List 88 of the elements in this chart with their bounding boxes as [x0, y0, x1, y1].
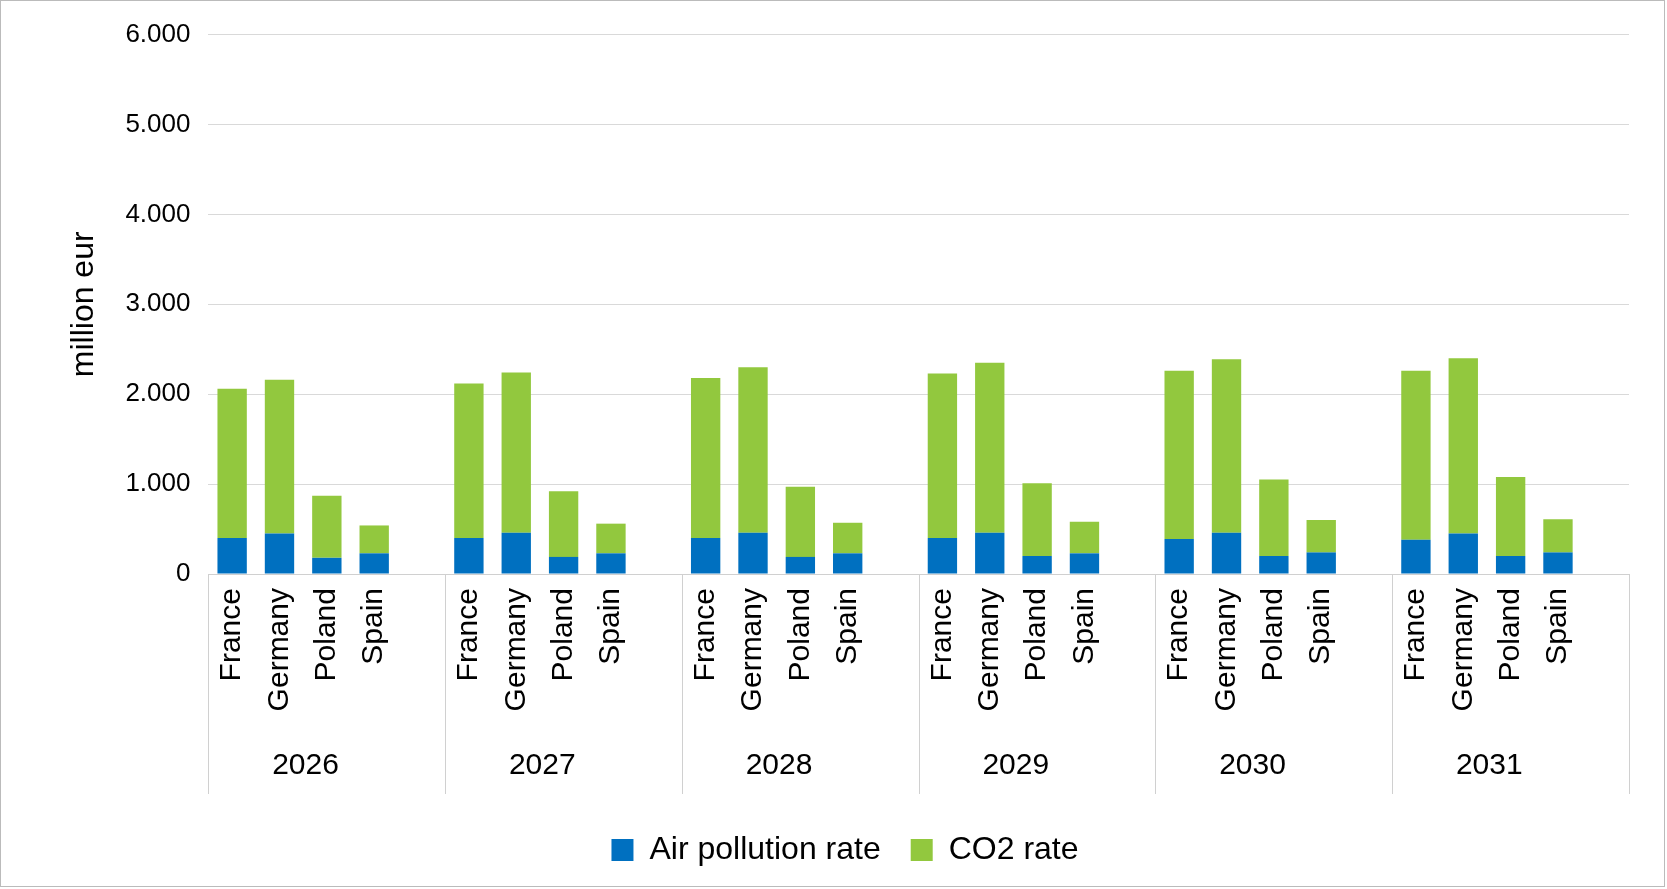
x-tick-label: Spain: [1539, 588, 1573, 665]
bar: [1495, 476, 1526, 557]
bar: [1164, 370, 1194, 539]
bar: [501, 532, 531, 574]
y-axis-title: million eur: [64, 231, 101, 378]
x-tick-label: Poland: [781, 588, 815, 682]
x-tick-label: Germany: [497, 588, 531, 712]
x-tick-label: Poland: [544, 588, 578, 682]
bar: [264, 379, 295, 534]
bar: [1448, 533, 1478, 574]
x-tick-label: France: [923, 588, 957, 682]
bar: [1211, 532, 1242, 574]
x-tick-label: Spain: [828, 588, 862, 665]
bar: [596, 523, 626, 554]
x-tick-label: France: [213, 588, 247, 682]
bar: [833, 522, 863, 554]
bar: [975, 532, 1005, 574]
x-tick-label: Poland: [308, 588, 342, 682]
bar: [548, 556, 579, 574]
x-tick-label: Germany: [1444, 588, 1478, 712]
bar: [1211, 359, 1242, 533]
x-tick-label: Germany: [260, 588, 294, 712]
y-tick-label: 1.000: [125, 467, 191, 498]
y-tick-label: 0: [175, 557, 191, 588]
bar: [312, 557, 342, 574]
text: 2028: [745, 747, 813, 781]
bar: [217, 538, 247, 574]
bar: [312, 495, 342, 558]
bar: [975, 362, 1005, 533]
legend-label: Air pollution rate: [649, 829, 881, 866]
bar: [1069, 553, 1100, 574]
bar: [1448, 358, 1478, 534]
x-tick-label: Poland: [1491, 588, 1525, 682]
x-tick-label: France: [1397, 588, 1431, 682]
x-tick-label: Spain: [355, 588, 389, 665]
bar: [1401, 370, 1431, 540]
y-tick-label: 6.000: [125, 17, 191, 48]
bar: [1495, 556, 1526, 574]
x-tick-label: France: [686, 588, 720, 682]
x-tick-label: Spain: [1065, 588, 1099, 665]
bar: [1543, 519, 1573, 553]
y-tick-label: 2.000: [125, 377, 191, 408]
x-tick-label: Spain: [592, 588, 626, 665]
text: 2031: [1455, 747, 1523, 781]
x-tick-label: Poland: [1018, 588, 1052, 682]
x-tick-label: Germany: [971, 588, 1005, 712]
y-tick-label: 4.000: [125, 197, 191, 228]
bar: [548, 491, 579, 557]
bar: [1022, 556, 1052, 574]
bar: [1259, 479, 1289, 557]
bar: [738, 532, 768, 574]
bar: [1306, 552, 1336, 574]
bar: [690, 538, 721, 574]
y-tick-label: 3.000: [125, 287, 191, 318]
bar: [690, 378, 721, 539]
bar: [927, 538, 958, 574]
bar: [927, 373, 958, 539]
x-tick-label: Spain: [1302, 588, 1336, 665]
bar: [1164, 538, 1194, 574]
x-tick-label: France: [450, 588, 484, 682]
bar: [454, 383, 484, 539]
bar: [454, 538, 484, 574]
bar: [1543, 552, 1573, 574]
x-tick-label: Germany: [734, 588, 768, 712]
y-tick-label: 5.000: [125, 107, 191, 138]
text: 2027: [508, 747, 576, 781]
text: 2026: [272, 747, 339, 781]
x-tick-label: Germany: [1207, 588, 1241, 712]
bar: [833, 553, 863, 574]
bar: [738, 367, 768, 533]
bar: [596, 553, 626, 574]
bar: [785, 486, 816, 557]
text: 2030: [1219, 747, 1286, 781]
text: 2029: [982, 747, 1050, 781]
bar: [359, 525, 389, 554]
bar: [1259, 556, 1289, 574]
bar: [501, 372, 531, 533]
bar: [1401, 539, 1431, 574]
bar: [785, 556, 816, 574]
bar: [359, 553, 389, 574]
x-tick-label: Poland: [1255, 588, 1289, 682]
x-tick-label: France: [1160, 588, 1194, 682]
legend-label: CO2 rate: [948, 829, 1079, 866]
bar: [1306, 520, 1336, 553]
bar: [1022, 483, 1052, 557]
bar: [217, 388, 247, 539]
bar: [264, 533, 295, 574]
bar: [1069, 521, 1100, 554]
